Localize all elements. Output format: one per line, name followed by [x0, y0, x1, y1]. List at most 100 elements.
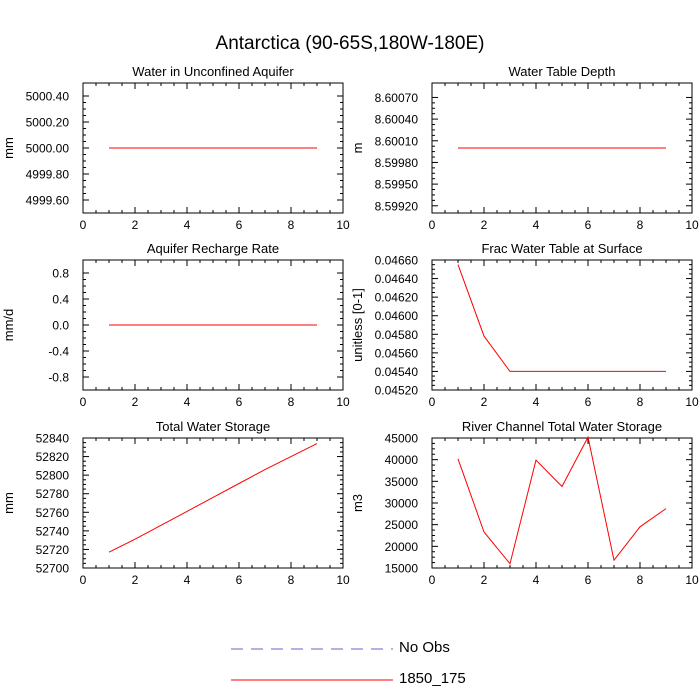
x-tick-label: 4 — [184, 395, 191, 409]
x-tick-label: 2 — [132, 573, 139, 587]
x-tick-label: 4 — [533, 573, 540, 587]
panel-title: Aquifer Recharge Rate — [147, 241, 279, 256]
y-tick-label: 8.59950 — [375, 178, 419, 192]
y-tick-label: 8.60010 — [375, 134, 419, 148]
y-tick-label: 8.59920 — [375, 199, 419, 213]
y-tick-label: 5000.00 — [26, 142, 70, 156]
x-tick-label: 2 — [481, 573, 488, 587]
plot-frame — [431, 259, 693, 391]
y-tick-label: 0.04660 — [375, 254, 419, 268]
plot-frame — [431, 437, 693, 569]
panel-river-channel-total-water-storage: River Channel Total Water Storage m3 0 2 4 6 8… — [350, 419, 699, 587]
series-line-1850-175 — [457, 435, 667, 565]
y-tick-label: 40000 — [385, 453, 419, 467]
y-axis-label: mm — [1, 137, 16, 159]
x-tick-label: 8 — [288, 395, 295, 409]
y-axis-label: mm/d — [1, 309, 16, 342]
y-tick-label: 0.04640 — [375, 272, 419, 286]
x-tick-label: 10 — [685, 395, 699, 409]
x-tick-label: 2 — [481, 395, 488, 409]
y-tick-label: 0.04580 — [375, 328, 419, 342]
y-tick-label: 20000 — [385, 540, 419, 554]
y-tick-label: 8.60070 — [375, 91, 419, 105]
x-tick-label: 8 — [288, 218, 295, 232]
y-tick-label: 8.60040 — [375, 113, 419, 127]
y-tick-label: 52700 — [36, 562, 70, 576]
y-tick-label: 52720 — [36, 543, 70, 557]
x-tick-label: 6 — [236, 573, 243, 587]
series-line-1850-175 — [457, 264, 666, 372]
x-tick-label: 2 — [132, 395, 139, 409]
x-tick-label: 4 — [184, 573, 191, 587]
x-tick-label: 10 — [336, 395, 350, 409]
y-tick-label: 52800 — [36, 469, 70, 483]
y-tick-label: -0.8 — [48, 371, 69, 385]
plot-frame — [82, 437, 344, 569]
y-axis-label: unitless [0-1] — [350, 288, 365, 362]
y-tick-label: 35000 — [385, 475, 419, 489]
x-tick-label: 0 — [80, 573, 87, 587]
panel-aquifer-recharge-rate: Aquifer Recharge Rate mm/d 0 2 4 6 8 10 -0.8 -0.4… — [1, 241, 350, 409]
y-tick-label: 0.04560 — [375, 346, 419, 360]
y-tick-label: 15000 — [385, 562, 419, 576]
x-tick-label: 8 — [637, 573, 644, 587]
y-tick-label: 5000.20 — [26, 116, 70, 130]
x-tick-label: 4 — [184, 218, 191, 232]
y-tick-label: 0.0 — [52, 319, 69, 333]
panel-title: Water in Unconfined Aquifer — [132, 64, 294, 79]
x-tick-label: 8 — [637, 395, 644, 409]
y-axis-label: mm — [1, 492, 16, 514]
x-tick-label: 0 — [429, 573, 436, 587]
panel-water-in-unconfined-aquifer: Water in Unconfined Aquifer mm 0 2 4 6 8 10 4999… — [1, 64, 350, 232]
x-tick-label: 0 — [429, 395, 436, 409]
panel-title: Total Water Storage — [156, 419, 270, 434]
x-tick-label: 0 — [429, 218, 436, 232]
panel-water-table-depth: Water Table Depth m 0 2 4 6 8 10 8.59920 8.59950 8… — [350, 64, 699, 232]
x-tick-label: 6 — [236, 218, 243, 232]
x-tick-label: 4 — [533, 395, 540, 409]
main-title: Antarctica (90-65S,180W-180E) — [215, 33, 485, 54]
x-tick-label: 10 — [685, 573, 699, 587]
panel-total-water-storage: Total Water Storage mm 0 2 4 6 8 10 52700 52720 52… — [1, 419, 350, 587]
x-tick-label: 4 — [533, 218, 540, 232]
x-tick-label: 2 — [132, 218, 139, 232]
y-axis-label: m3 — [350, 494, 365, 512]
x-tick-label: 10 — [336, 218, 350, 232]
y-tick-label: 52840 — [36, 432, 70, 446]
y-tick-label: 8.59980 — [375, 156, 419, 170]
y-tick-label: 0.8 — [52, 267, 69, 281]
x-tick-label: 6 — [585, 573, 592, 587]
x-tick-label: 8 — [288, 573, 295, 587]
series-line-1850-175 — [108, 443, 318, 553]
y-tick-label: 0.04620 — [375, 291, 419, 305]
x-tick-label: 6 — [585, 395, 592, 409]
y-tick-label: 0.04520 — [375, 384, 419, 398]
x-tick-label: 0 — [80, 395, 87, 409]
y-tick-label: 25000 — [385, 518, 419, 532]
x-tick-label: 10 — [685, 218, 699, 232]
y-tick-label: 45000 — [385, 432, 419, 446]
y-tick-label: 0.4 — [52, 293, 69, 307]
panel-title: Water Table Depth — [509, 64, 616, 79]
y-tick-label: 52820 — [36, 450, 70, 464]
y-tick-label: 0.04600 — [375, 309, 419, 323]
y-tick-label: 0.04540 — [375, 365, 419, 379]
x-tick-label: 6 — [236, 395, 243, 409]
y-tick-label: 52740 — [36, 524, 70, 538]
x-tick-label: 8 — [637, 218, 644, 232]
x-tick-label: 10 — [336, 573, 350, 587]
y-tick-label: 5000.40 — [26, 90, 70, 104]
panel-title: River Channel Total Water Storage — [462, 419, 662, 434]
x-tick-label: 2 — [481, 218, 488, 232]
panel-frac-water-table-at-surface: Frac Water Table at Surface unitless [0-1… — [350, 241, 699, 409]
y-tick-label: 52760 — [36, 506, 70, 520]
x-tick-label: 6 — [585, 218, 592, 232]
y-axis-label: m — [350, 143, 365, 154]
y-tick-label: 4999.60 — [26, 194, 70, 208]
x-tick-label: 0 — [80, 218, 87, 232]
y-tick-label: 30000 — [385, 497, 419, 511]
panel-title: Frac Water Table at Surface — [481, 241, 642, 256]
y-tick-label: 52780 — [36, 487, 70, 501]
y-tick-label: 4999.80 — [26, 168, 70, 182]
